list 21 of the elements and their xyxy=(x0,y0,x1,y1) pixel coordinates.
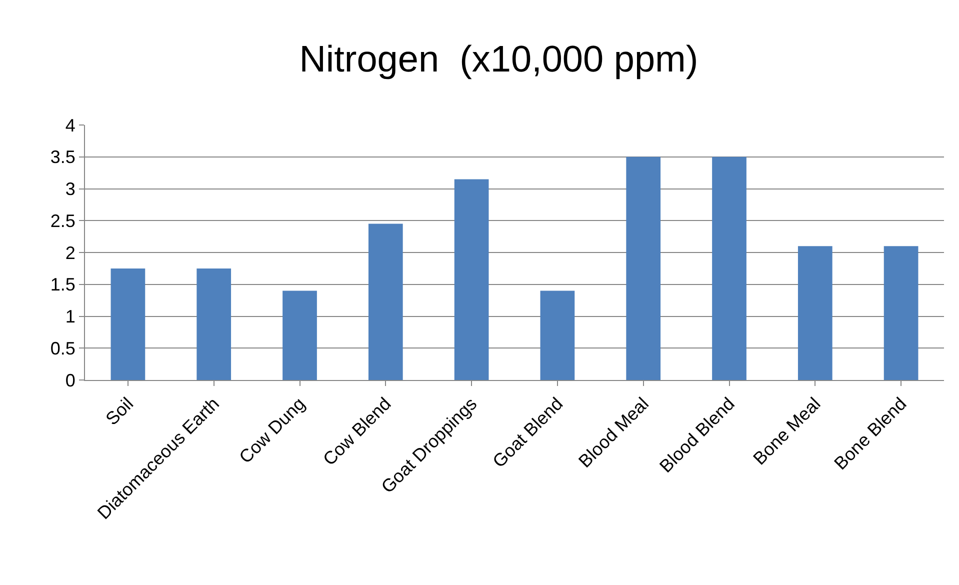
bar xyxy=(884,246,918,380)
bar xyxy=(454,179,489,380)
bar xyxy=(540,290,575,380)
x-tick-label: Soil xyxy=(102,394,138,430)
y-tick-label: 2 xyxy=(65,242,76,263)
y-tick-label: 1.5 xyxy=(50,274,76,295)
bar xyxy=(110,268,146,380)
y-tick-label: 4 xyxy=(65,115,76,136)
bar xyxy=(712,156,746,380)
bar xyxy=(282,290,317,380)
chart-title: Nitrogen (x10,000 ppm) xyxy=(299,38,698,80)
y-tick-label: 3.5 xyxy=(50,147,76,168)
y-tick-label: 0 xyxy=(65,370,76,390)
y-tick-label: 1 xyxy=(65,306,76,327)
y-tick-label: 3 xyxy=(65,179,76,200)
y-tick-label: 2.5 xyxy=(50,210,76,231)
y-tick-label: 0.5 xyxy=(50,338,76,358)
bar xyxy=(626,156,661,380)
bar xyxy=(196,268,232,380)
bar xyxy=(368,224,403,380)
bar xyxy=(798,246,832,380)
